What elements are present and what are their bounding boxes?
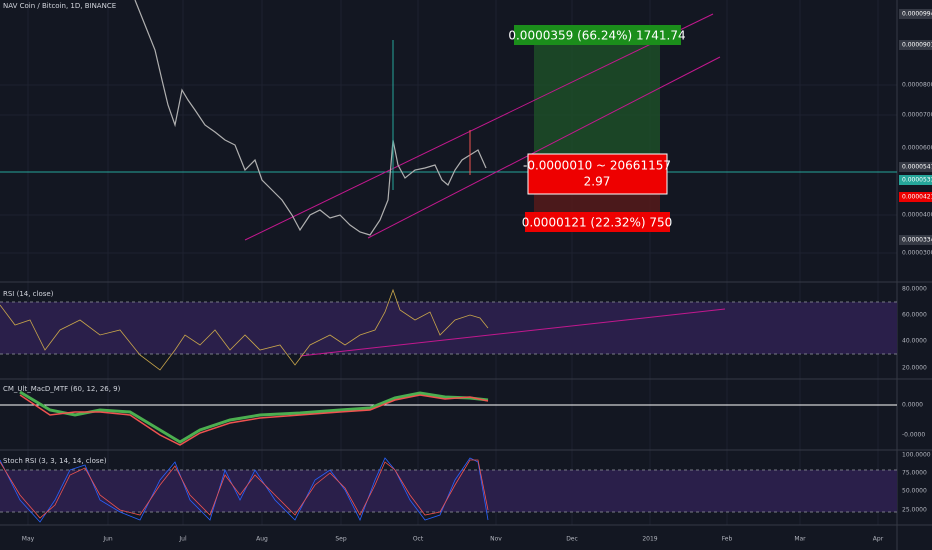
stoch-axis-label: 100.0000 <box>902 452 931 459</box>
price-label: 0.0000547 <box>902 164 932 171</box>
stoch-axis-label: 25.0000 <box>902 507 927 514</box>
price-tag <box>899 162 932 172</box>
stoch-title: Stoch RSI (3, 3, 14, 14, close) <box>3 457 107 465</box>
target-label: 0.0000359 (66.24%) 1741.74 <box>508 29 685 43</box>
time-label: 2019 <box>642 536 657 543</box>
price-label: 0.0000800 <box>902 82 932 89</box>
rsi-title: RSI (14, close) <box>3 290 54 298</box>
time-label: Feb <box>722 536 733 543</box>
rsi-axis-label: 40.0000 <box>902 338 927 345</box>
channel <box>244 13 721 241</box>
stop-label: 0.0000121 (22.32%) 750 <box>522 216 673 230</box>
price-label: 0.0000600 <box>902 145 932 152</box>
price-tag <box>899 235 932 245</box>
stoch-axis-label: 50.0000 <box>902 488 927 495</box>
chart-title: NAV Coin / Bitcoin, 1D, BINANCE <box>3 2 116 10</box>
price-tag <box>899 192 932 202</box>
price-label: 0.0000700 <box>902 112 932 119</box>
time-label: Aug <box>256 536 268 543</box>
macd-title: CM_Ult_MacD_MTF (60, 12, 26, 9) <box>3 385 121 393</box>
ratio-box <box>527 153 668 195</box>
stoch-band <box>0 470 897 512</box>
time-label: Dec <box>566 536 578 543</box>
target-zone <box>534 42 660 172</box>
price-series <box>134 0 487 236</box>
time-label: May <box>22 536 35 543</box>
ratio-label: 2.97 <box>584 175 611 189</box>
price-tag <box>899 40 932 50</box>
time-label: Jun <box>102 536 113 543</box>
rsi-axis-label: 80.0000 <box>902 286 927 293</box>
time-label: Mar <box>794 536 806 543</box>
rsi-axis-label: 20.0000 <box>902 365 927 372</box>
grid <box>0 0 897 525</box>
rsi-trend <box>299 308 726 357</box>
time-label: Nov <box>490 536 502 543</box>
price-label: 0.0000400 <box>902 212 932 219</box>
rsi-axis-label: 60.0000 <box>902 312 927 319</box>
time-label: Sep <box>335 536 347 543</box>
candles-hint <box>392 40 471 190</box>
stop-box <box>525 212 670 232</box>
time-label: Apr <box>873 536 884 543</box>
macd-series <box>19 390 489 444</box>
price-label: 0.0000533 <box>902 177 932 184</box>
time-label: Oct <box>413 536 424 543</box>
signal-series <box>19 394 489 446</box>
price-label: 0.0000421 <box>902 194 932 201</box>
price-tag <box>899 175 932 185</box>
rsi-series <box>0 288 489 371</box>
time-label: Jul <box>178 536 187 543</box>
stoch-d <box>0 459 489 519</box>
price-label: 0.0000334 <box>902 237 932 244</box>
price-label: 0.0000901 <box>902 42 932 49</box>
stoch-axis-label: 75.0000 <box>902 470 927 477</box>
rsi-band <box>0 302 897 354</box>
target-box <box>514 25 681 45</box>
ratio-label: -0.0000010 ~ 20661157 <box>523 159 671 173</box>
macd-axis-label: -0.0000 <box>902 432 925 439</box>
price-label: 0.0000994 <box>902 11 932 18</box>
price-label: 0.0000300 <box>902 250 932 257</box>
macd-axis-label: 0.0000 <box>902 402 923 409</box>
price-tag <box>899 9 932 19</box>
